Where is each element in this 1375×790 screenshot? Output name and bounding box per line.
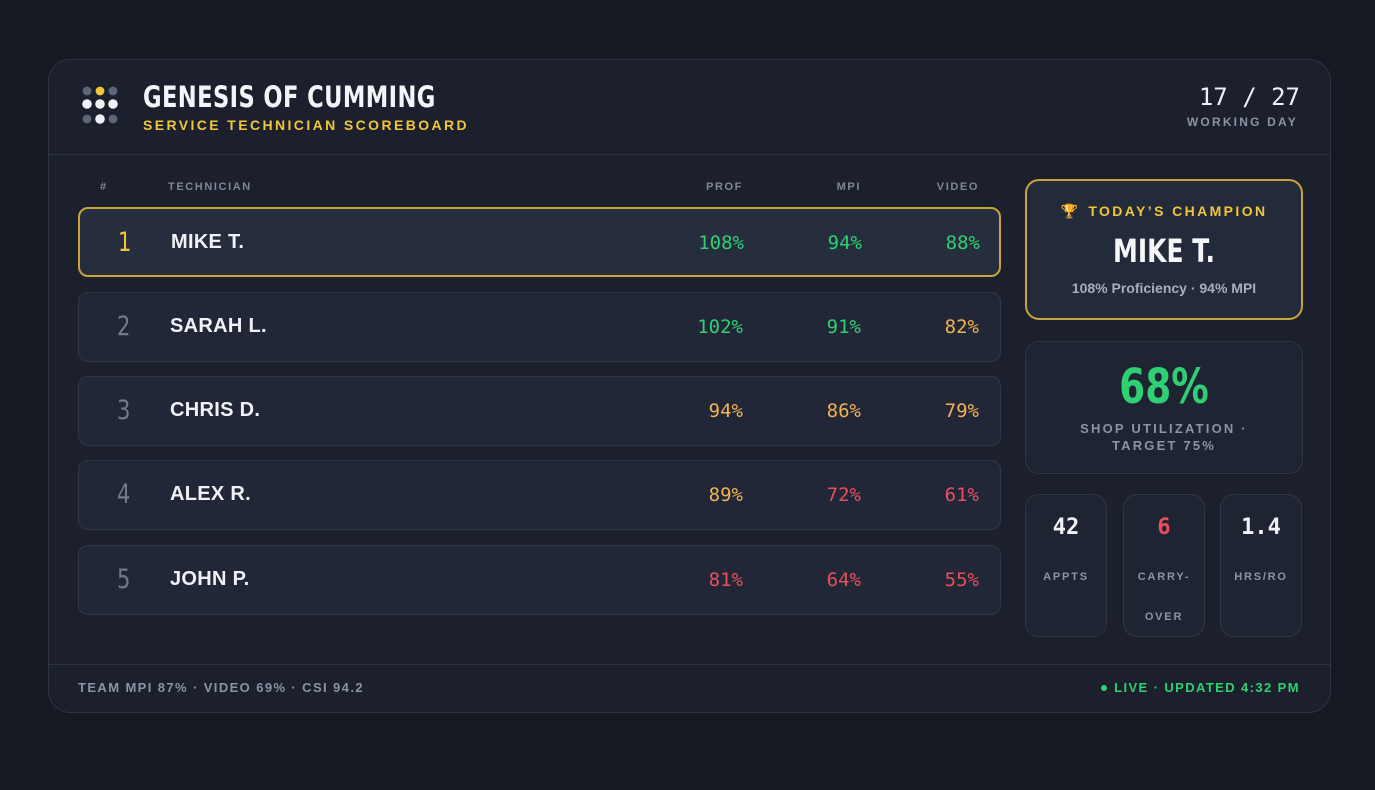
col-header-video: VIDEO bbox=[936, 181, 979, 193]
row-rank: 1 bbox=[118, 227, 132, 258]
live-dot-icon bbox=[1101, 684, 1108, 691]
mpi-value: 64% bbox=[826, 569, 861, 591]
carry-over-card: 6 CARRY-OVER bbox=[1123, 494, 1205, 637]
prof-value: 94% bbox=[708, 400, 743, 422]
trophy-icon: 🏆 bbox=[1060, 203, 1081, 219]
table-row: 3 CHRIS D. 94% 86% 79% bbox=[78, 376, 1001, 446]
video-value: 79% bbox=[944, 400, 979, 422]
prof-value: 102% bbox=[697, 316, 743, 338]
row-rank: 4 bbox=[117, 479, 131, 510]
hrs-per-ro-label: HRS/RO bbox=[1234, 571, 1288, 583]
champion-stats: 108% Proficiency · 94% MPI bbox=[1071, 280, 1257, 296]
table-row: 2 SARAH L. 102% 91% 82% bbox=[78, 292, 1001, 362]
header: GENESIS OF CUMMING SERVICE TECHNICIAN SC… bbox=[49, 60, 1330, 155]
footer: TEAM MPI 87% · VIDEO 69% · CSI 94.2 LIVE… bbox=[49, 664, 1330, 712]
appts-label: APPTS bbox=[1043, 571, 1089, 583]
prof-value: 108% bbox=[698, 232, 744, 254]
prof-value: 81% bbox=[708, 569, 743, 591]
video-value: 61% bbox=[944, 484, 979, 506]
col-header-rank: # bbox=[100, 181, 108, 193]
utilization-label: SHOP UTILIZATION · TARGET 75% bbox=[1080, 421, 1248, 453]
technician-name: CHRIS D. bbox=[170, 399, 261, 421]
utilization-card: 68% SHOP UTILIZATION · TARGET 75% bbox=[1025, 341, 1303, 474]
col-header-mpi: MPI bbox=[836, 181, 861, 193]
appts-card: 42 APPTS bbox=[1025, 494, 1107, 637]
champion-label: 🏆 TODAY’S CHAMPION bbox=[1060, 203, 1268, 219]
col-header-prof: PROF bbox=[706, 181, 743, 193]
technician-name: JOHN P. bbox=[170, 568, 250, 590]
technician-name: ALEX R. bbox=[170, 483, 251, 505]
live-status: LIVE · UPDATED 4:32 PM bbox=[1101, 680, 1300, 695]
champion-card: 🏆 TODAY’S CHAMPION MIKE T. 108% Proficien… bbox=[1025, 179, 1303, 320]
row-rank: 3 bbox=[117, 395, 131, 426]
working-day-count: 17 / 27 bbox=[1198, 83, 1300, 111]
technician-name: SARAH L. bbox=[170, 315, 267, 337]
mpi-value: 86% bbox=[826, 400, 861, 422]
team-summary: TEAM MPI 87% · VIDEO 69% · CSI 94.2 bbox=[78, 680, 364, 695]
row-rank: 5 bbox=[117, 564, 131, 595]
carry-over-value: 6 bbox=[1157, 515, 1171, 540]
table-row: 1 MIKE T. 108% 94% 88% bbox=[78, 207, 1001, 277]
hrs-per-ro-value: 1.4 bbox=[1241, 515, 1281, 540]
mpi-value: 91% bbox=[826, 316, 861, 338]
mpi-value: 72% bbox=[826, 484, 861, 506]
table-row: 5 JOHN P. 81% 64% 55% bbox=[78, 545, 1001, 615]
technician-name: MIKE T. bbox=[171, 231, 245, 253]
table-row: 4 ALEX R. 89% 72% 61% bbox=[78, 460, 1001, 530]
row-rank: 2 bbox=[117, 311, 131, 342]
mpi-value: 94% bbox=[827, 232, 862, 254]
utilization-value: 68% bbox=[1119, 359, 1209, 415]
page-subtitle: SERVICE TECHNICIAN SCOREBOARD bbox=[143, 117, 470, 133]
page-title: GENESIS OF CUMMING bbox=[143, 80, 436, 114]
working-day-label: WORKING DAY bbox=[1186, 115, 1298, 129]
hrs-per-ro-card: 1.4 HRS/RO bbox=[1220, 494, 1302, 637]
prof-value: 89% bbox=[708, 484, 743, 506]
video-value: 55% bbox=[944, 569, 979, 591]
video-value: 82% bbox=[944, 316, 979, 338]
dots-logo-icon bbox=[82, 86, 118, 124]
video-value: 88% bbox=[945, 232, 980, 254]
champion-name: MIKE T. bbox=[1113, 232, 1215, 270]
appts-value: 42 bbox=[1052, 515, 1080, 540]
scoreboard-panel: GENESIS OF CUMMING SERVICE TECHNICIAN SC… bbox=[48, 59, 1331, 713]
carry-over-label: CARRY-OVER bbox=[1137, 571, 1191, 623]
col-header-technician: TECHNICIAN bbox=[168, 181, 252, 193]
